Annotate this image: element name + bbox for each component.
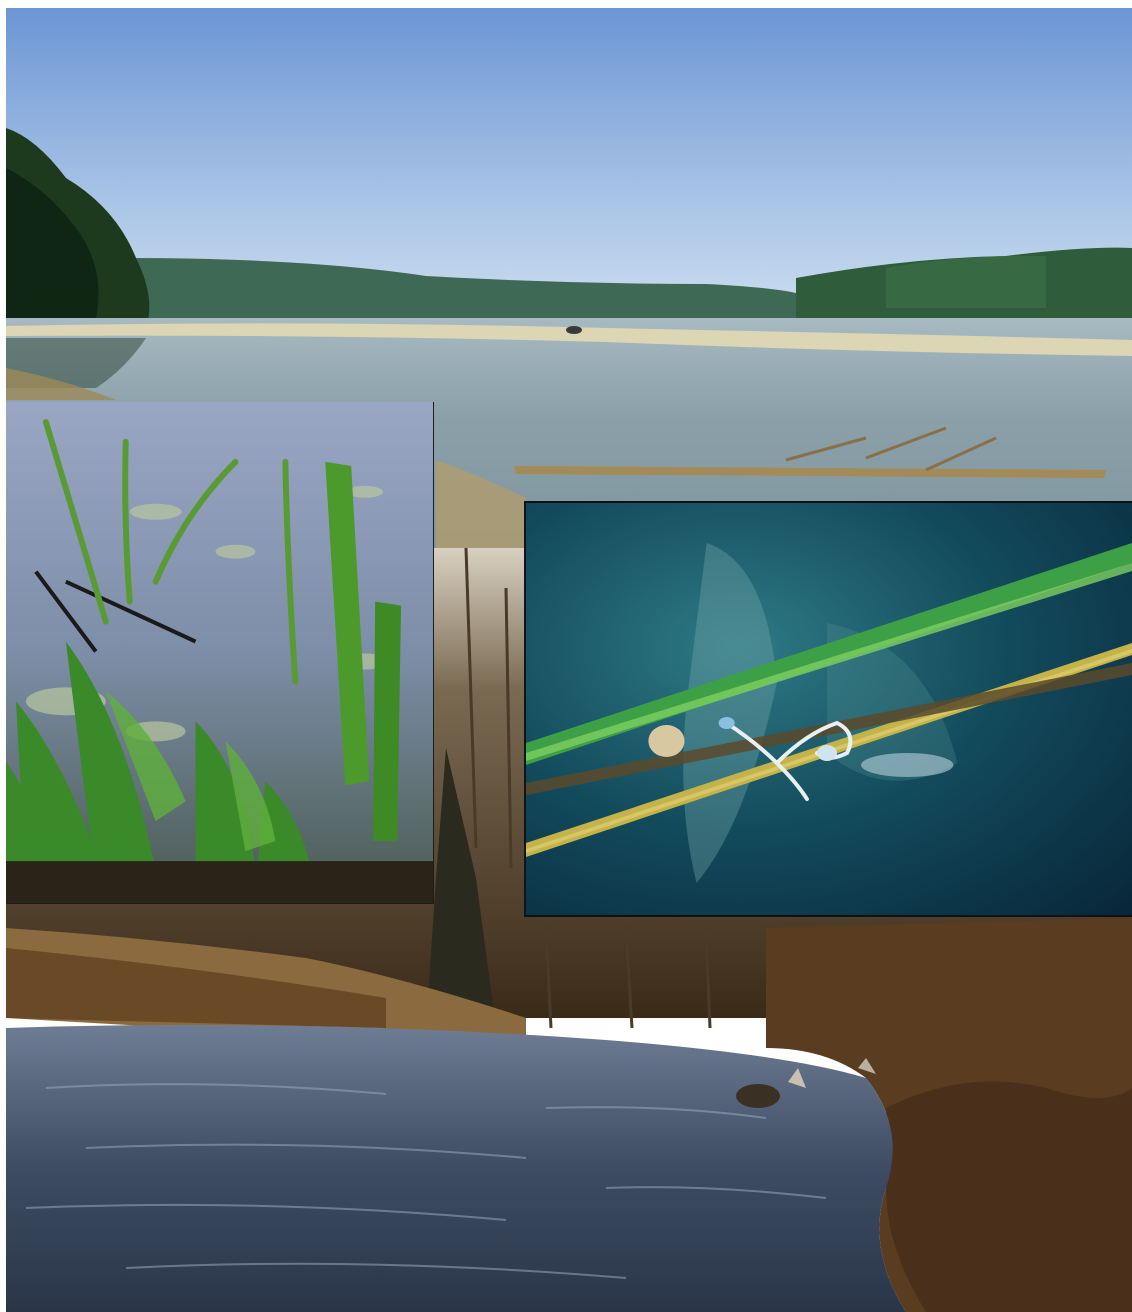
- damselfly-image: [526, 503, 1132, 915]
- damselfly-photo: [524, 501, 1132, 917]
- aquatic-plants-photo: [6, 402, 434, 904]
- aquatic-plants-image: [6, 402, 433, 903]
